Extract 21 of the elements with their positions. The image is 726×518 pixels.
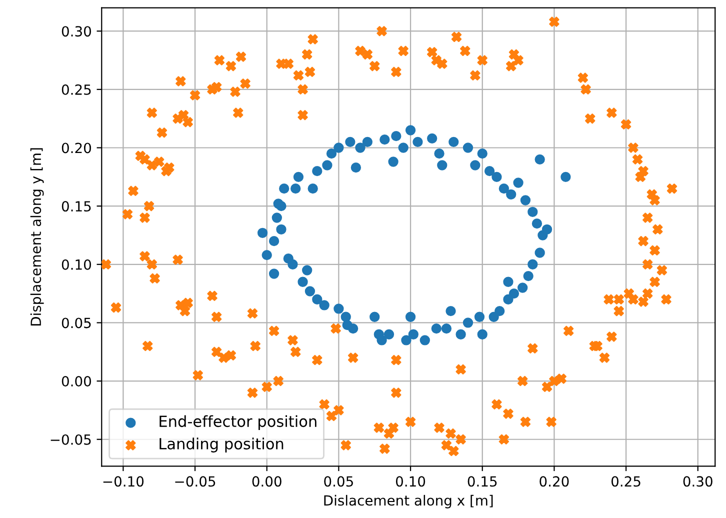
y-tick-label: 0.30 [62,26,91,37]
x-axis-title: Dislacement along x [m] [324,494,493,508]
y-tick-label: 0.05 [62,318,91,328]
legend-label: End-effector position [160,415,316,430]
y-tick-label: 0.25 [62,84,91,95]
x-tick-label: 0.10 [396,476,426,487]
x-tick-label: −0.05 [175,476,216,487]
y-tick-label: 0.00 [62,376,91,387]
y-tick-label: 0.20 [62,142,91,154]
y-tick-label: −0.05 [50,434,91,445]
x-tick-label: 0.20 [540,476,569,487]
x-tick-label: 0.15 [468,476,497,487]
x-tick-label: 0.05 [324,476,353,487]
legend-label: Landing position [160,438,284,452]
x-tick-label: 0.30 [683,476,712,487]
x-tick-label: 0.00 [252,476,282,487]
y-axis-title: Displacement along y [m] [30,148,44,326]
x-tick-label: −0.10 [103,476,144,487]
y-tick-label: 0.15 [62,201,91,212]
y-tick-label: 0.10 [62,259,91,270]
x-tick-label: 0.25 [611,476,640,487]
